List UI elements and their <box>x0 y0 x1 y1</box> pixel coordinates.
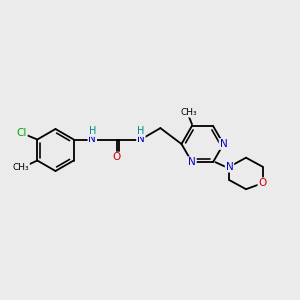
Text: Cl: Cl <box>16 128 27 138</box>
Text: N: N <box>188 157 196 167</box>
Text: O: O <box>258 178 267 188</box>
Text: N: N <box>226 162 233 172</box>
Text: N: N <box>88 134 96 145</box>
Text: N: N <box>137 134 145 145</box>
Text: H: H <box>137 126 145 136</box>
Text: CH₃: CH₃ <box>181 108 197 117</box>
Text: H: H <box>88 126 96 136</box>
Text: O: O <box>113 152 121 163</box>
Text: CH₃: CH₃ <box>13 163 29 172</box>
Text: N: N <box>220 139 227 149</box>
